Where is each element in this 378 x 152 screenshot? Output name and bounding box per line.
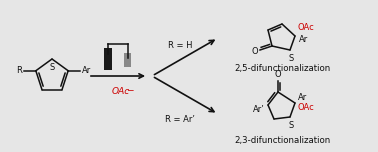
- Text: OAc: OAc: [112, 88, 130, 97]
- Text: −: −: [126, 85, 134, 95]
- Text: Ar: Ar: [82, 66, 91, 75]
- Bar: [124, 53, 131, 67]
- Text: 2,3-difunctionalization: 2,3-difunctionalization: [234, 135, 330, 145]
- Text: R = Ar’: R = Ar’: [165, 116, 195, 124]
- Text: S: S: [288, 54, 294, 63]
- Text: O: O: [275, 70, 281, 79]
- Text: R: R: [16, 66, 22, 75]
- Text: S: S: [50, 63, 55, 72]
- Text: Ar: Ar: [298, 93, 307, 102]
- Text: 2,5-difunctionalization: 2,5-difunctionalization: [234, 64, 330, 73]
- Text: S: S: [288, 121, 294, 130]
- Text: Ar’: Ar’: [253, 105, 265, 114]
- Bar: [104, 48, 112, 70]
- Text: Ar: Ar: [299, 35, 308, 43]
- Text: OAc: OAc: [298, 104, 315, 112]
- Text: O: O: [251, 47, 258, 55]
- Text: R = H: R = H: [168, 41, 192, 50]
- Text: OAc: OAc: [298, 24, 315, 33]
